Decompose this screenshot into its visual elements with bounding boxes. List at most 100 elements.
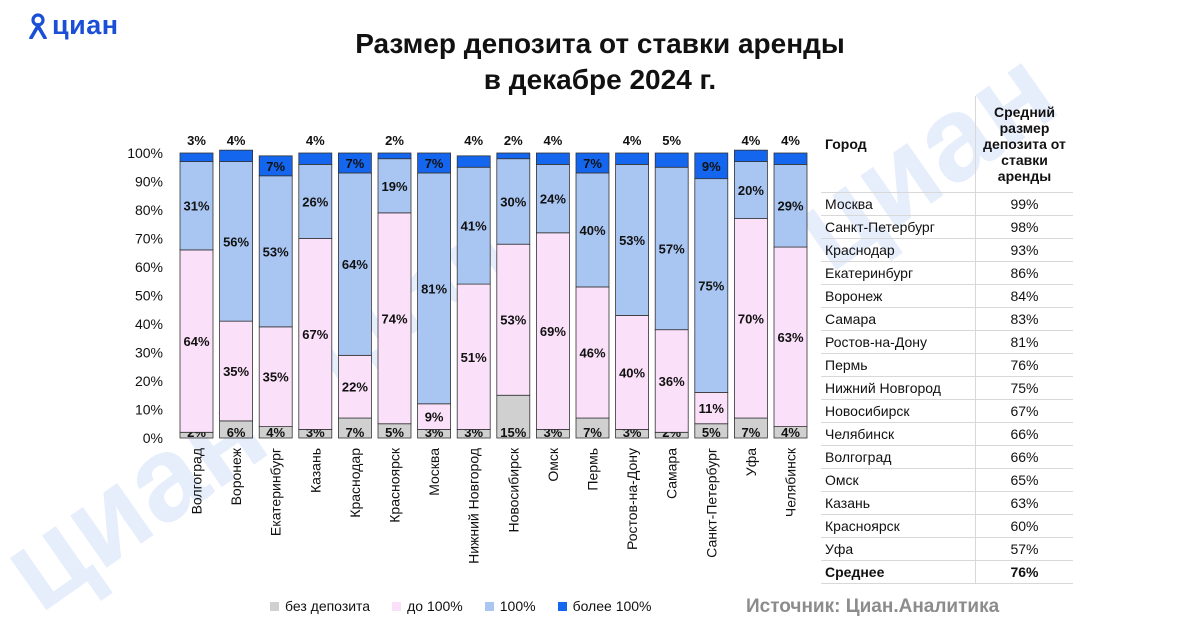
bar-segment (337, 172, 372, 356)
table-row: Казань 63% (821, 491, 1073, 515)
legend-item: без депозита (270, 598, 370, 614)
table-row: Воронеж 84% (821, 284, 1073, 308)
data-label: 4% (227, 133, 246, 148)
data-label: 4% (544, 133, 563, 148)
y-tick-label: 60% (135, 259, 163, 275)
table-value: 57% (975, 537, 1073, 561)
table-row: Самара 83% (821, 307, 1073, 331)
chart-legend: без депозита до 100% 100% более 100% (270, 598, 652, 614)
table-city: Нижний Новгород (821, 376, 976, 400)
legend-item: 100% (484, 598, 536, 614)
table-city: Челябинск (821, 422, 976, 446)
bar-segment (575, 172, 610, 288)
bar-segment (496, 158, 531, 245)
table-city: Ростов-на-Дону (821, 330, 976, 354)
bar-segment (575, 286, 610, 419)
table-row: Омск 65% (821, 468, 1073, 492)
bar-segment (773, 246, 808, 428)
table-value: 93% (975, 238, 1073, 262)
bar-segment (734, 218, 768, 419)
table-city: Москва (821, 192, 976, 216)
data-label: 75% (698, 279, 724, 294)
y-tick-label: 30% (135, 345, 163, 361)
data-label: 7% (346, 156, 365, 171)
bar-segment (377, 152, 412, 160)
bar-segment (496, 243, 531, 396)
bar-segment (536, 152, 570, 165)
brand-name: циан (52, 10, 119, 40)
y-tick-label: 50% (135, 288, 163, 304)
bar-segment (694, 152, 729, 180)
data-label: 4% (781, 133, 800, 148)
legend-swatch (270, 601, 279, 611)
table-city: Омск (821, 468, 976, 492)
table-row: Волгоград 66% (821, 445, 1073, 469)
legend-swatch (484, 601, 494, 611)
category-label: Челябинск (783, 447, 799, 517)
bar-segment (298, 163, 333, 239)
category-label: Новосибирск (505, 447, 521, 532)
data-label: 35% (263, 370, 289, 385)
y-tick-label: 70% (135, 231, 163, 247)
table-avg-value: 76% (975, 560, 1073, 584)
data-label: 29% (777, 199, 803, 214)
data-label: 35% (223, 364, 249, 379)
data-label: 5% (385, 425, 404, 440)
bar-segment (219, 320, 254, 422)
bar-segment (337, 354, 372, 419)
bar-segment (456, 155, 491, 168)
bar-segment (417, 152, 452, 174)
data-label: 51% (461, 350, 487, 365)
bar-segment (615, 152, 649, 165)
data-label: 53% (500, 313, 526, 328)
data-label: 5% (702, 425, 721, 440)
data-label: 57% (659, 241, 685, 256)
bar-segment (496, 152, 531, 160)
data-label: 70% (738, 311, 764, 326)
bar-segment (773, 152, 808, 165)
table-row: Москва 99% (821, 192, 1073, 216)
data-label: 41% (461, 219, 487, 234)
data-label: 7% (425, 156, 444, 171)
table-header-city: Город (821, 96, 976, 193)
data-label: 67% (302, 327, 328, 342)
legend-label: более 100% (572, 598, 652, 614)
data-label: 9% (425, 410, 444, 425)
table-value: 81% (975, 330, 1073, 354)
data-label: 64% (342, 257, 368, 272)
table-city: Волгоград (821, 445, 976, 469)
bar-segment (377, 158, 412, 214)
data-label: 40% (619, 365, 645, 380)
table-value: 76% (975, 353, 1073, 377)
bar-segment (536, 163, 570, 234)
table-header-value: Средний размер депозита от ставки аренды (975, 96, 1073, 193)
bar-segment (179, 249, 214, 433)
table-city: Санкт-Петербург (821, 215, 976, 239)
source-note: Источник: Циан.Аналитика (746, 596, 1000, 617)
data-label: 4% (781, 425, 800, 440)
data-label: 69% (540, 324, 566, 339)
bar-segment (496, 394, 531, 439)
table-city: Воронеж (821, 284, 976, 308)
table-city: Пермь (821, 353, 976, 377)
chart-title-line: Размер депозита от ставки аренды (355, 28, 845, 59)
bar-segment (417, 403, 452, 430)
table-city: Уфа (821, 537, 976, 561)
bar-segment (179, 152, 214, 162)
data-label: 74% (381, 311, 407, 326)
y-tick-label: 0% (143, 430, 163, 446)
data-label: 4% (306, 133, 325, 148)
table-value: 75% (975, 376, 1073, 400)
brand-logo[interactable]: циан (28, 10, 119, 41)
data-label: 15% (500, 425, 526, 440)
bar-segment (654, 152, 689, 168)
data-label: 20% (738, 183, 764, 198)
table-row: Екатеринбург 86% (821, 261, 1073, 285)
bar-segment (337, 152, 372, 174)
table-value: 65% (975, 468, 1073, 492)
category-label: Волгоград (189, 448, 205, 514)
bar-segment (417, 172, 452, 405)
deposit-table: Город Средний размер депозита от ставки … (821, 96, 1073, 584)
bar-segment (654, 166, 689, 331)
data-label: 36% (659, 374, 685, 389)
